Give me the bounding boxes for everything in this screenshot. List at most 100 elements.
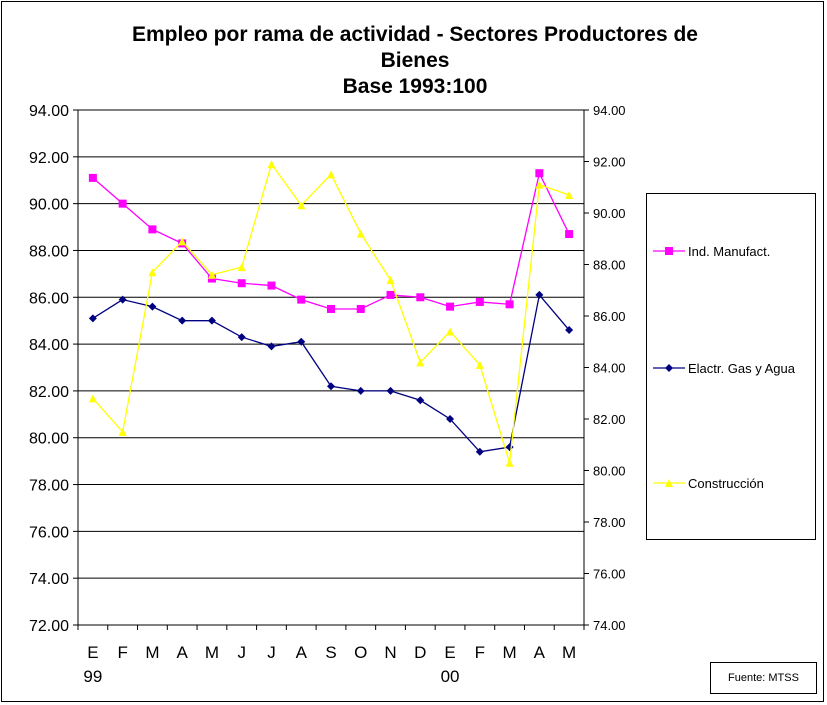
series-line (92, 293, 570, 453)
data-point (386, 290, 395, 299)
right-tick-label: 86.00 (593, 309, 626, 324)
x-tick-label: F (117, 643, 127, 662)
data-point (565, 326, 574, 335)
right-tick-label: 92.00 (593, 155, 626, 170)
source-note: Fuente: MTSS (710, 662, 817, 694)
data-point (356, 386, 365, 395)
data-point (178, 237, 187, 246)
legend-marker-diamond-icon (653, 364, 685, 372)
data-point (535, 169, 544, 178)
x-tick-label: J (267, 643, 276, 662)
left-tick-label: 72.00 (29, 618, 69, 635)
left-tick-label: 76.00 (29, 524, 69, 541)
data-point (118, 427, 127, 436)
data-point (535, 180, 544, 189)
legend-item-construccion: Construcción (653, 474, 815, 494)
data-point (535, 290, 544, 299)
x-tick-label: E (87, 643, 98, 662)
data-point (446, 327, 455, 336)
right-tick-label: 76.00 (593, 567, 626, 582)
x-tick-label: N (384, 643, 396, 662)
legend-label-ind-manufact: Ind. Manufact. (688, 244, 771, 259)
x-tick-label: F (475, 643, 485, 662)
x-tick-label: M (145, 643, 159, 662)
left-tick-label: 92.00 (29, 150, 69, 167)
left-tick-label: 82.00 (29, 384, 69, 401)
x-tick-label: O (354, 643, 367, 662)
data-point (475, 297, 484, 306)
data-point (505, 443, 514, 452)
data-point (446, 415, 455, 423)
data-point (565, 190, 574, 199)
legend-item-electr-gas-agua: Elactr. Gas y Agua (653, 359, 815, 379)
legend-marker-triangle-icon (653, 479, 685, 487)
series-line (92, 162, 570, 463)
data-point (386, 275, 395, 284)
right-tick-label: 78.00 (593, 515, 626, 530)
data-point (446, 302, 455, 311)
title-line-1: Empleo por rama de actividad - Sectores … (131, 23, 698, 46)
data-point (207, 270, 216, 279)
right-tick-label: 82.00 (593, 412, 626, 427)
chart-title: Empleo por rama de actividad - Sectores … (85, 22, 745, 100)
x-tick-label: M (503, 643, 517, 662)
data-point (297, 295, 306, 304)
right-tick-label: 94.00 (593, 103, 626, 118)
legend-label-construccion: Construcción (688, 476, 764, 491)
x-tick-label: M (205, 643, 219, 662)
left-tick-label: 90.00 (29, 197, 69, 214)
title-line-3: Base 1993:100 (342, 75, 488, 98)
data-point (267, 160, 276, 169)
x-tick-label: E (444, 643, 455, 662)
left-tick-label: 74.00 (29, 571, 69, 588)
data-point (505, 458, 514, 467)
legend-label-electr-gas-agua: Elactr. Gas y Agua (688, 361, 795, 376)
data-point (148, 302, 157, 311)
data-point (207, 316, 216, 325)
data-point (565, 230, 574, 239)
x-tick-label: S (325, 643, 336, 662)
left-tick-label: 78.00 (29, 478, 69, 495)
title-line-2: Bienes (380, 49, 450, 72)
data-point (356, 229, 365, 238)
data-point (237, 279, 246, 288)
data-point (475, 447, 484, 456)
data-point (118, 199, 127, 208)
data-point (327, 170, 335, 179)
left-tick-label: 84.00 (29, 337, 69, 354)
data-point (416, 358, 425, 367)
data-point (88, 314, 97, 323)
data-point (386, 386, 395, 395)
data-point (416, 396, 425, 405)
left-tick-label: 94.00 (29, 103, 69, 120)
right-tick-label: 90.00 (593, 206, 626, 221)
data-point (297, 337, 306, 346)
data-point (297, 201, 306, 210)
x-tick-label: A (177, 643, 189, 662)
right-tick-label: 80.00 (593, 464, 626, 479)
data-point (416, 293, 425, 302)
data-point (267, 281, 276, 290)
data-point (267, 342, 276, 351)
legend-item-ind-manufact: Ind. Manufact. (653, 242, 815, 262)
data-point (356, 304, 365, 313)
data-point (327, 304, 335, 313)
data-point (118, 295, 127, 304)
legend: Ind. Manufact. Elactr. Gas y Agua Constr… (646, 193, 816, 540)
x-tick-label: M (562, 643, 576, 662)
data-point (237, 333, 246, 342)
data-point (178, 316, 187, 325)
right-tick-label: 84.00 (593, 361, 626, 376)
right-tick-label: 88.00 (593, 258, 626, 273)
right-tick-label: 74.00 (593, 618, 626, 633)
data-point (88, 394, 97, 403)
year-label: 00 (441, 667, 460, 686)
data-point (505, 300, 514, 309)
data-point (148, 268, 157, 277)
series-line (92, 171, 570, 310)
year-label: 99 (83, 667, 102, 686)
x-tick-label: A (296, 643, 308, 662)
data-point (237, 263, 246, 272)
